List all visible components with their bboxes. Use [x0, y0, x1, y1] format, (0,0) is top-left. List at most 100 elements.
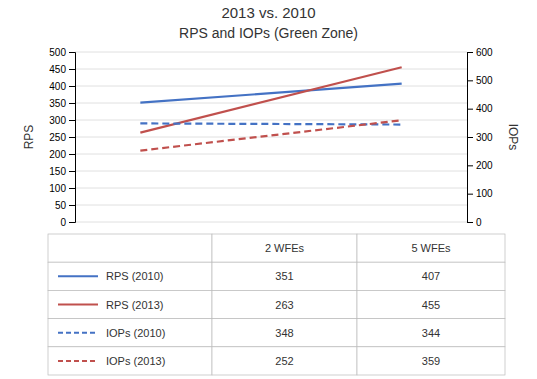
subtitle: RPS and IOPs (Green Zone): [179, 25, 358, 41]
legend-label: RPS (2010): [106, 270, 163, 282]
tick: 500: [467, 75, 493, 86]
tick-label: 150: [49, 166, 66, 177]
legend-swatch: [58, 332, 98, 334]
table-cell: [357, 347, 505, 375]
table-value: 263: [275, 299, 293, 311]
tick: 350: [49, 98, 75, 109]
tick: 250: [49, 132, 75, 143]
table-cell: [212, 234, 357, 262]
tick-mark: [69, 171, 75, 172]
tick-mark: [467, 80, 473, 81]
tick: 100: [467, 188, 493, 199]
legend-table: 2 WFEs 5 WFEs RPS (2010) 351 407 RPS (2013) 26…: [48, 234, 505, 375]
tick-mark: [69, 137, 75, 138]
tick-mark: [69, 188, 75, 189]
tick-mark: [69, 103, 75, 104]
tick-mark: [467, 194, 473, 195]
tick-mark: [467, 109, 473, 110]
tick-label: 300: [476, 132, 493, 143]
grid-line: [75, 188, 467, 189]
tick: 500: [49, 47, 75, 58]
tick-label: 200: [49, 149, 66, 160]
tick: 0: [467, 217, 482, 228]
tick-mark: [467, 165, 473, 166]
tick-label: 200: [476, 160, 493, 171]
chart: 2013 vs. 2010 RPS and IOPs (Green Zone) 0 5…: [0, 0, 537, 379]
tick-label: 600: [476, 47, 493, 58]
grid-line: [75, 69, 467, 70]
tick-label: 0: [60, 217, 66, 228]
tick: 200: [467, 160, 493, 171]
grid-line: [75, 222, 467, 223]
grid-line: [75, 120, 467, 121]
legend-label: RPS (2013): [106, 299, 163, 311]
tick-label: 250: [49, 132, 66, 143]
tick-mark: [467, 222, 473, 223]
title: 2013 vs. 2010: [221, 4, 315, 21]
table-cell: [48, 290, 212, 318]
table-value: 351: [275, 270, 293, 282]
grid: [75, 52, 467, 222]
table-value: 455: [422, 299, 440, 311]
table-cell: [357, 234, 505, 262]
tick: 150: [49, 166, 75, 177]
tick-label: 400: [476, 103, 493, 114]
tick-label: 100: [49, 183, 66, 194]
tick-mark: [467, 52, 473, 53]
tick-mark: [69, 154, 75, 155]
tick-label: 500: [49, 47, 66, 58]
table-cell: [212, 290, 357, 318]
table-cell: [48, 319, 212, 347]
table-cell: [212, 319, 357, 347]
table-cell: [48, 262, 212, 290]
tick-label: 300: [49, 115, 66, 126]
table-value: 407: [422, 270, 440, 282]
tick-label: 0: [476, 217, 482, 228]
tick: 50: [55, 200, 75, 211]
tick-mark: [69, 120, 75, 121]
y-axis-title: RPS: [22, 125, 36, 150]
grid-line: [75, 171, 467, 172]
tick: 100: [49, 183, 75, 194]
axis-line: [69, 53, 76, 223]
tick-mark: [69, 205, 75, 206]
legend-swatch: [58, 275, 98, 277]
grid-line: [75, 103, 467, 104]
tick: 450: [49, 64, 75, 75]
table-cell: [212, 262, 357, 290]
tick-mark: [69, 69, 75, 70]
tick-mark: [69, 222, 75, 223]
tick-label: 350: [49, 98, 66, 109]
legend-label: IOPs (2010): [106, 327, 165, 339]
table-header: 5 WFEs: [411, 242, 451, 254]
grid-line: [75, 52, 467, 53]
tick-mark: [69, 52, 75, 53]
grid-line: [75, 86, 467, 87]
table-cell: [357, 262, 505, 290]
table-value: 252: [275, 355, 293, 367]
legend-swatch: [58, 360, 98, 362]
tick: 0: [60, 217, 75, 228]
tick: 600: [467, 47, 493, 58]
series-line: [140, 120, 401, 150]
tick-label: 50: [55, 200, 67, 211]
table-cell: [48, 347, 212, 375]
y-axis: 0 50 100 150 200 250 300 350 400 450 500: [49, 47, 75, 228]
table-value: 359: [422, 355, 440, 367]
table-value: 344: [422, 327, 440, 339]
tick: 300: [49, 115, 75, 126]
table-cell: [48, 234, 212, 262]
tick: 300: [467, 132, 493, 143]
tick-mark: [69, 86, 75, 87]
series-line: [140, 67, 401, 132]
grid-line: [75, 154, 467, 155]
tick-label: 100: [476, 188, 493, 199]
table-header: 2 WFEs: [265, 242, 305, 254]
table-value: 348: [275, 327, 293, 339]
y2-axis-title: IOPs: [506, 124, 520, 151]
tick-label: 400: [49, 81, 66, 92]
grid-line: [75, 205, 467, 206]
table-cell: [357, 319, 505, 347]
lines: [140, 67, 401, 150]
legend-label: IOPs (2013): [106, 355, 165, 367]
